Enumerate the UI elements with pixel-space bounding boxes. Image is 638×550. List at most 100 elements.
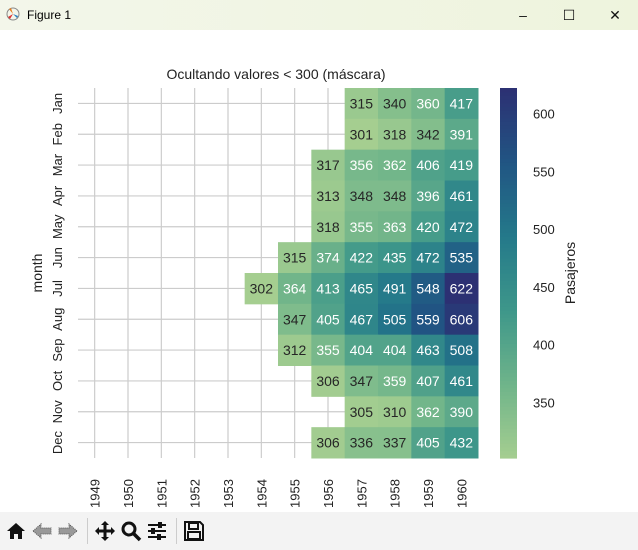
cell-value-label: 318	[316, 219, 340, 235]
colorbar-segment	[500, 450, 517, 455]
colorbar-segment	[500, 95, 517, 100]
toolbar-separator	[176, 518, 177, 544]
colorbar-segment	[500, 310, 517, 315]
colorbar-label: Pasajeros	[562, 242, 578, 304]
x-tick-label: 1954	[254, 479, 269, 508]
cell-value-label: 312	[283, 342, 307, 358]
cell-value-label: 340	[383, 95, 407, 111]
colorbar-segment	[500, 106, 517, 111]
minimize-button[interactable]: –	[519, 7, 527, 23]
colorbar-segment	[500, 224, 517, 230]
colorbar-segment	[500, 162, 517, 167]
cell-value-label: 305	[350, 404, 374, 420]
colorbar-segment	[500, 176, 517, 182]
y-tick-label: Sep	[50, 339, 65, 362]
cell-value-label: 337	[383, 435, 407, 451]
cell-value-label: 508	[450, 342, 474, 358]
colorbar-segment	[500, 398, 517, 404]
colorbar-segment	[500, 232, 517, 237]
home-icon	[7, 523, 25, 539]
configure-subplots-icon	[148, 522, 166, 540]
heatmap-cell	[311, 149, 346, 181]
cell-value-label: 405	[316, 311, 340, 327]
colorbar-segment	[500, 239, 517, 244]
cell-value-label: 348	[383, 188, 407, 204]
y-tick-label: Feb	[50, 123, 65, 145]
cell-value-label: 419	[450, 157, 474, 173]
cell-value-label: 362	[383, 157, 407, 173]
colorbar-segment	[500, 347, 517, 352]
colorbar-segment	[500, 295, 517, 300]
y-tick-label: Apr	[50, 185, 65, 206]
close-button[interactable]: ✕	[609, 6, 621, 23]
cell-value-label: 422	[350, 250, 374, 266]
colorbar-tick-label: 550	[533, 164, 555, 179]
colorbar-segment	[500, 250, 517, 256]
y-tick-label: Oct	[50, 370, 65, 391]
colorbar-segment	[500, 102, 517, 108]
heatmap-cell	[278, 273, 312, 305]
heatmap-cell	[378, 149, 412, 181]
maximize-button[interactable]: ☐	[562, 6, 576, 23]
cell-value-label: 435	[383, 250, 407, 266]
heatmap-cell	[378, 273, 412, 305]
heatmap-cell	[444, 303, 479, 336]
colorbar-segment	[500, 324, 517, 330]
cell-value-label: 347	[350, 373, 374, 389]
window-titlebar: Figure 1 – ☐ ✕	[0, 0, 638, 30]
heatmap-cell	[378, 427, 412, 459]
cell-value-label: 301	[350, 126, 374, 142]
y-tick-label: Jul	[50, 280, 65, 297]
cell-value-label: 342	[416, 126, 440, 142]
cell-value-label: 472	[416, 250, 440, 266]
heatmap-cell	[444, 88, 479, 120]
colorbar-segment	[500, 328, 517, 333]
cell-value-label: 315	[350, 95, 374, 111]
colorbar-segment	[500, 298, 517, 304]
colorbar-segment	[500, 354, 517, 359]
colorbar-segment	[500, 443, 517, 448]
colorbar-segment	[500, 391, 517, 396]
colorbar-segment	[500, 143, 517, 148]
colorbar-segment	[500, 191, 517, 196]
cell-value-label: 363	[383, 219, 407, 235]
heatmap-cell	[444, 180, 479, 212]
colorbar-segment	[500, 395, 517, 400]
colorbar-segment	[500, 184, 517, 189]
colorbar-segment	[500, 376, 517, 381]
x-tick-label: 1951	[154, 479, 169, 508]
colorbar-segment	[500, 317, 517, 322]
colorbar-segment	[500, 180, 517, 185]
home-button[interactable]	[4, 518, 28, 544]
colorbar-segment	[500, 165, 517, 170]
forward-icon	[58, 522, 78, 540]
cell-value-label: 404	[350, 342, 374, 358]
colorbar-tick-label: 350	[533, 396, 555, 411]
save-button[interactable]	[182, 518, 206, 544]
colorbar-segment	[500, 280, 517, 285]
forward-button[interactable]	[56, 518, 80, 544]
cell-value-label: 461	[450, 188, 474, 204]
heatmap-cell	[311, 334, 346, 366]
back-button[interactable]	[30, 518, 54, 544]
colorbar-segment	[500, 291, 517, 296]
colorbar-segment	[500, 365, 517, 370]
configure-subplots-button[interactable]	[145, 518, 169, 544]
zoom-button[interactable]	[119, 518, 143, 544]
heatmap-cell	[444, 149, 479, 181]
cell-value-label: 355	[350, 219, 374, 235]
cell-value-label: 461	[450, 373, 474, 389]
x-tick-label: 1950	[121, 479, 136, 508]
colorbar-segment	[500, 413, 517, 418]
cell-value-label: 505	[383, 311, 407, 327]
cell-value-label: 432	[450, 435, 474, 451]
heatmap-cell	[444, 365, 479, 397]
colorbar-segment	[500, 99, 517, 104]
heatmap-cell	[411, 180, 446, 212]
heatmap-cell	[444, 273, 479, 305]
cell-value-label: 606	[450, 311, 474, 327]
colorbar-segment	[500, 302, 517, 307]
colorbar-tick-label: 600	[533, 106, 555, 121]
pan-button[interactable]	[93, 518, 117, 544]
cell-value-label: 413	[316, 280, 340, 296]
